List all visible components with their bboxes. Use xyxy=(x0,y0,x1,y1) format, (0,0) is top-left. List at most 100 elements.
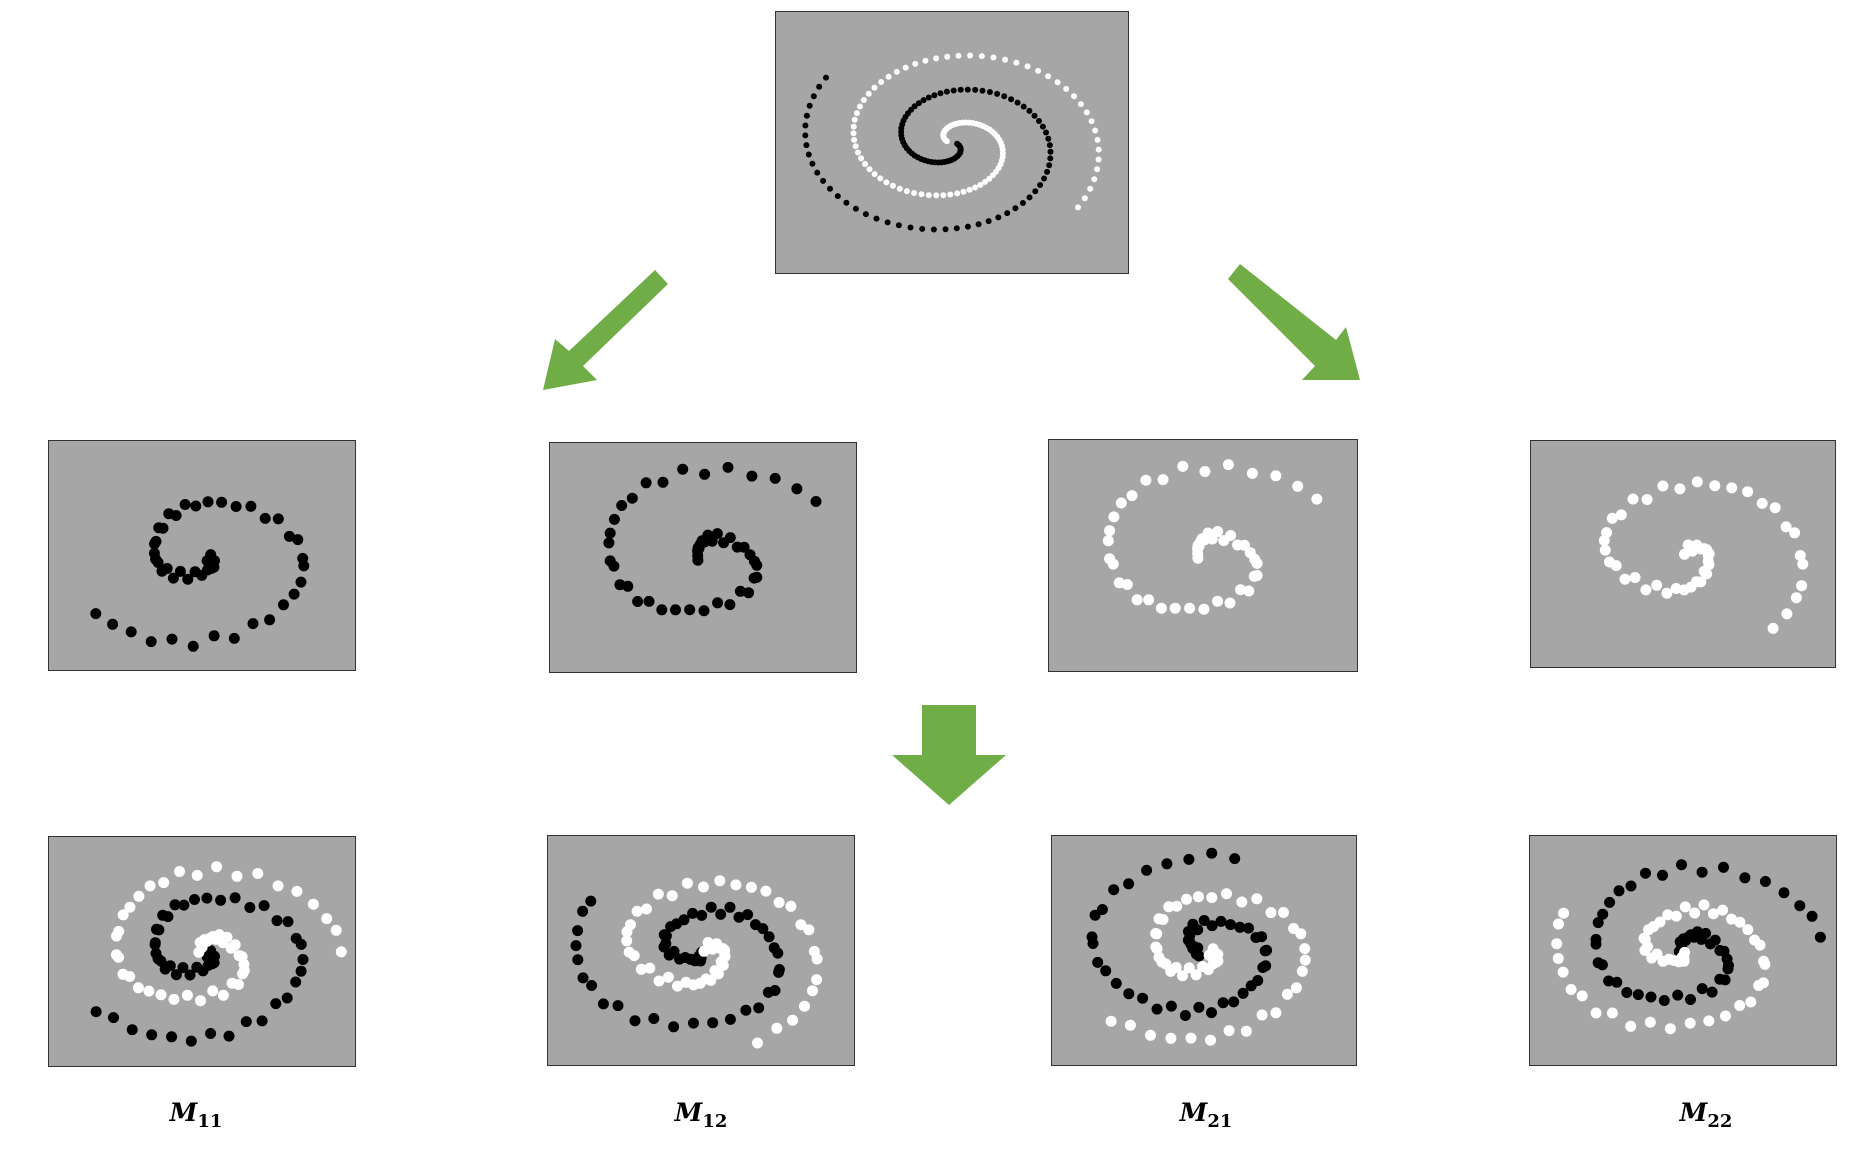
split-point xyxy=(657,476,669,488)
merged-point xyxy=(1237,987,1249,999)
split-point xyxy=(1674,483,1686,495)
merged-point xyxy=(1165,1032,1177,1044)
merged-point xyxy=(124,901,136,913)
spiral-point xyxy=(972,184,979,191)
merged-point xyxy=(1698,899,1710,911)
merged-point xyxy=(644,962,656,974)
merged-point xyxy=(773,897,785,908)
merged-point xyxy=(1658,995,1670,1006)
spiral-point xyxy=(918,191,925,198)
split-point xyxy=(1113,577,1125,589)
merged-point xyxy=(117,968,129,980)
split-plot-21 xyxy=(1048,439,1358,672)
merged-point xyxy=(1625,880,1637,892)
merged-point xyxy=(662,971,674,983)
merged-point xyxy=(1590,1007,1602,1019)
spiral-point xyxy=(1032,188,1039,195)
spiral-point xyxy=(977,181,984,188)
split-point xyxy=(1629,572,1641,583)
split-plot-22 xyxy=(1530,440,1836,668)
merged-point xyxy=(623,946,635,958)
spiral-point xyxy=(1045,73,1052,80)
split-point xyxy=(734,585,746,597)
caption-m12: M12 xyxy=(641,1098,761,1132)
spiral-point xyxy=(975,221,982,228)
merged-point xyxy=(307,898,319,910)
merged-point xyxy=(1215,915,1227,927)
spiral-point xyxy=(903,188,910,195)
split-point xyxy=(1657,480,1669,492)
merged-point xyxy=(705,901,717,913)
caption-symbol: M xyxy=(674,1098,703,1127)
merged-point xyxy=(1299,943,1311,955)
split-point xyxy=(1140,474,1152,486)
caption-symbol: M xyxy=(1179,1098,1208,1127)
split-point xyxy=(295,576,307,588)
merged-point xyxy=(714,875,726,887)
merged-point xyxy=(191,869,203,881)
spiral-point xyxy=(889,182,896,189)
merged-point xyxy=(629,1015,641,1027)
split-point xyxy=(1698,565,1710,577)
split-point xyxy=(182,573,194,585)
caption-subscript: 12 xyxy=(702,1111,728,1132)
split-point xyxy=(1794,550,1806,561)
merged-point xyxy=(1185,1032,1197,1044)
merged-point xyxy=(715,956,727,968)
split-point xyxy=(1796,580,1808,592)
merged-point xyxy=(1206,847,1218,859)
spiral-point xyxy=(943,88,950,95)
split-plot-12 xyxy=(549,442,857,673)
spiral-point xyxy=(1092,127,1099,134)
merged-point xyxy=(709,965,721,977)
caption-m22: M22 xyxy=(1646,1098,1766,1132)
merged-point xyxy=(1654,916,1666,928)
merged-point xyxy=(773,966,785,978)
spiral-point xyxy=(1054,79,1061,86)
merged-point xyxy=(803,924,815,936)
spiral-point xyxy=(979,87,986,94)
merged-point xyxy=(1604,896,1616,908)
split-point xyxy=(1143,594,1155,606)
spiral-point xyxy=(853,110,860,117)
merged-plot-22-svg xyxy=(1529,835,1837,1066)
spiral-point xyxy=(960,188,967,195)
merged-point xyxy=(1657,869,1668,881)
merged-point xyxy=(740,1004,752,1016)
split-point xyxy=(170,510,182,521)
spiral-point xyxy=(933,55,940,62)
split-plot-22-svg xyxy=(1530,440,1836,668)
split-point xyxy=(769,472,781,484)
spiral-point xyxy=(1002,56,1009,63)
merged-plot-11-svg xyxy=(48,836,356,1067)
merged-point xyxy=(1553,918,1564,930)
spiral-point xyxy=(1075,204,1081,211)
spiral-point xyxy=(986,175,993,182)
split-point xyxy=(1726,482,1738,494)
split-point xyxy=(791,483,803,495)
split-point xyxy=(1691,476,1703,488)
spiral-point xyxy=(823,74,829,81)
split-point xyxy=(743,587,755,599)
merged-point xyxy=(658,941,670,953)
merged-point xyxy=(170,969,182,981)
caption-symbol: M xyxy=(1679,1098,1708,1127)
merged-point xyxy=(1183,962,1195,974)
merged-point xyxy=(1150,941,1162,953)
split-point xyxy=(1651,579,1663,591)
merged-point xyxy=(663,949,675,961)
merged-point xyxy=(641,903,652,915)
split-point xyxy=(603,537,615,549)
split-point xyxy=(216,496,228,508)
merged-point xyxy=(666,890,678,902)
spiral-point xyxy=(1001,93,1008,100)
spiral-point xyxy=(967,52,974,59)
spiral-point xyxy=(802,122,809,129)
spiral-point xyxy=(930,226,937,233)
merged-point xyxy=(1590,933,1602,945)
spiral-point xyxy=(893,68,900,75)
merged-point xyxy=(1646,952,1658,964)
spiral-point xyxy=(994,90,1001,97)
split-point xyxy=(187,640,199,652)
merged-point xyxy=(1714,973,1726,985)
